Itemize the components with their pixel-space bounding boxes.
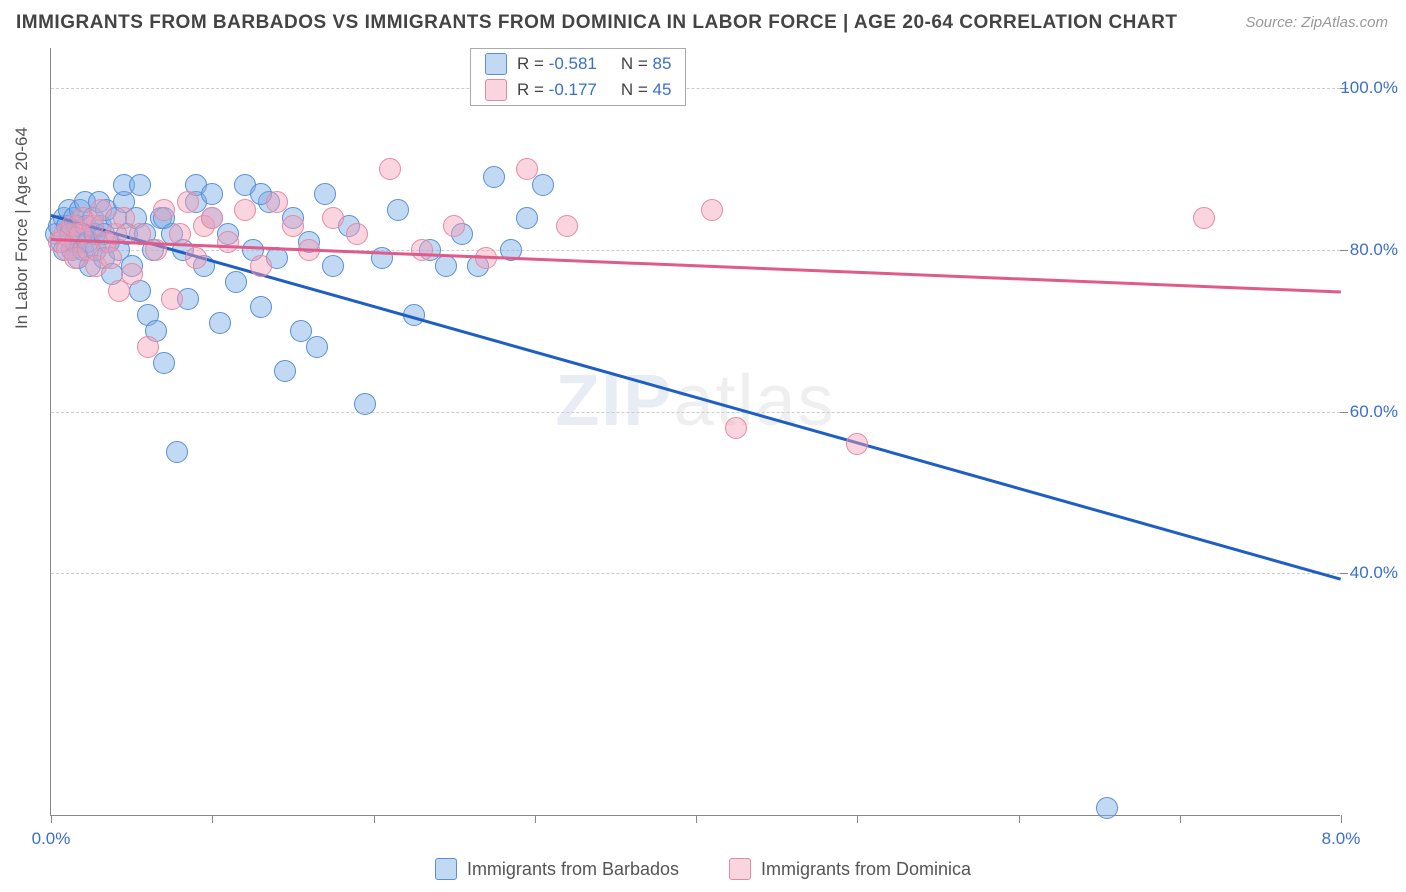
data-point — [1096, 797, 1118, 819]
xtick-mark — [212, 815, 213, 823]
legend-swatch — [729, 858, 751, 880]
xtick-mark — [1341, 815, 1342, 823]
legend-item: Immigrants from Barbados — [435, 858, 679, 880]
legend-item: Immigrants from Dominica — [729, 858, 971, 880]
data-point — [306, 336, 328, 358]
data-point — [556, 215, 578, 237]
data-point — [322, 255, 344, 277]
data-point — [725, 417, 747, 439]
gridline-h — [51, 412, 1340, 413]
data-point — [516, 207, 538, 229]
data-point — [166, 441, 188, 463]
data-point — [217, 231, 239, 253]
data-point — [346, 223, 368, 245]
ytick-mark — [1340, 250, 1348, 251]
data-point — [129, 174, 151, 196]
trend-line — [51, 214, 1342, 580]
data-point — [161, 288, 183, 310]
xtick-label: 8.0% — [1322, 829, 1361, 849]
xtick-mark — [857, 815, 858, 823]
data-point — [185, 247, 207, 269]
n-label: N = 85 — [621, 54, 672, 74]
data-point — [379, 158, 401, 180]
data-point — [532, 174, 554, 196]
ytick-mark — [1340, 412, 1348, 413]
ytick-label: 80.0% — [1350, 240, 1398, 260]
data-point — [483, 166, 505, 188]
data-point — [100, 247, 122, 269]
n-label: N = 45 — [621, 80, 672, 100]
y-axis-title: In Labor Force | Age 20-64 — [12, 127, 32, 329]
ytick-label: 60.0% — [1350, 402, 1398, 422]
correlation-legend: R = -0.581 N = 85 R = -0.177 N = 45 — [470, 48, 686, 106]
xtick-mark — [696, 815, 697, 823]
xtick-label: 0.0% — [32, 829, 71, 849]
legend-swatch — [435, 858, 457, 880]
legend-row: R = -0.581 N = 85 — [471, 51, 685, 77]
data-point — [354, 393, 376, 415]
data-point — [250, 296, 272, 318]
data-point — [1193, 207, 1215, 229]
data-point — [701, 199, 723, 221]
gridline-h — [51, 573, 1340, 574]
data-point — [177, 191, 199, 213]
r-label: R = -0.177 — [517, 80, 597, 100]
data-point — [282, 215, 304, 237]
ytick-mark — [1340, 573, 1348, 574]
data-point — [201, 207, 223, 229]
r-label: R = -0.581 — [517, 54, 597, 74]
data-point — [250, 255, 272, 277]
legend-label: Immigrants from Dominica — [761, 859, 971, 880]
xtick-mark — [374, 815, 375, 823]
legend-row: R = -0.177 N = 45 — [471, 77, 685, 103]
xtick-mark — [51, 815, 52, 823]
scatter-plot-area: ZIPatlas 40.0%60.0%80.0%100.0%0.0%8.0% — [50, 48, 1340, 816]
data-point — [225, 271, 247, 293]
legend-swatch — [485, 79, 507, 101]
data-point — [846, 433, 868, 455]
data-point — [153, 199, 175, 221]
data-point — [209, 312, 231, 334]
data-point — [435, 255, 457, 277]
xtick-mark — [535, 815, 536, 823]
source-label: Source: ZipAtlas.com — [1245, 14, 1388, 31]
ytick-label: 40.0% — [1350, 563, 1398, 583]
data-point — [314, 183, 336, 205]
data-point — [169, 223, 191, 245]
gridline-h — [51, 88, 1340, 89]
data-point — [266, 191, 288, 213]
legend-label: Immigrants from Barbados — [467, 859, 679, 880]
data-point — [443, 215, 465, 237]
chart-title: IMMIGRANTS FROM BARBADOS VS IMMIGRANTS F… — [16, 12, 1177, 34]
data-point — [90, 199, 112, 221]
data-point — [234, 199, 256, 221]
data-point — [516, 158, 538, 180]
data-point — [108, 280, 130, 302]
xtick-mark — [1019, 815, 1020, 823]
ytick-label: 100.0% — [1340, 78, 1398, 98]
watermark: ZIPatlas — [555, 360, 835, 442]
xtick-mark — [1180, 815, 1181, 823]
data-point — [137, 336, 159, 358]
data-point — [322, 207, 344, 229]
data-point — [411, 239, 433, 261]
data-point — [201, 183, 223, 205]
series-legend: Immigrants from Barbados Immigrants from … — [0, 858, 1406, 880]
legend-swatch — [485, 53, 507, 75]
data-point — [274, 360, 296, 382]
data-point — [153, 352, 175, 374]
data-point — [387, 199, 409, 221]
